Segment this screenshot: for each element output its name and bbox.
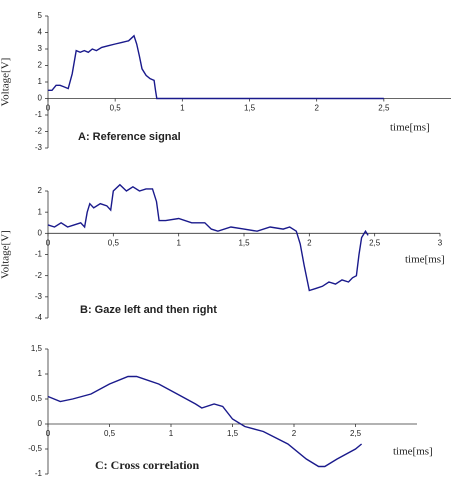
y-tick-label: 3 xyxy=(38,44,43,53)
x-tick-label: 2 xyxy=(307,238,312,247)
y-tick-label: 4 xyxy=(38,28,43,37)
signal-line xyxy=(47,375,363,468)
y-tick-label: -1 xyxy=(35,250,43,259)
x-tick-label: 1,5 xyxy=(227,429,239,438)
x-tick-label: 0 xyxy=(46,238,51,247)
y-tick-label: 0 xyxy=(38,94,43,103)
signal-line xyxy=(48,34,384,100)
x-tick-label: 0,5 xyxy=(104,429,116,438)
y-axis-label: Voltage[V] xyxy=(0,58,12,107)
y-tick-label: 5 xyxy=(38,11,43,20)
y-tick-label: 2 xyxy=(38,186,43,195)
y-tick-label: 0,5 xyxy=(31,394,43,403)
y-tick-label: 0 xyxy=(38,228,43,237)
x-tick-label: 1 xyxy=(180,104,185,113)
x-tick-label: 2 xyxy=(292,429,297,438)
x-tick-label: 1,5 xyxy=(238,238,250,247)
x-tick-label: 0 xyxy=(46,429,51,438)
x-tick-label: 2,5 xyxy=(378,104,390,113)
y-tick-label: -2 xyxy=(35,271,43,280)
y-tick-label: -4 xyxy=(35,313,43,322)
panel-title: A: Reference signal xyxy=(78,131,181,143)
x-tick-label: 1,5 xyxy=(244,104,256,113)
y-tick-label: 0 xyxy=(38,419,43,428)
y-tick-label: -3 xyxy=(35,292,43,301)
x-axis-label: time[ms] xyxy=(393,446,433,458)
x-tick-label: 0 xyxy=(46,104,51,113)
x-tick-label: 0,5 xyxy=(108,238,120,247)
y-tick-label: -3 xyxy=(35,143,43,152)
x-axis-label: time[ms] xyxy=(390,122,430,134)
y-tick-label: 2 xyxy=(38,61,43,70)
x-tick-label: 1 xyxy=(176,238,181,247)
x-axis-label: time[ms] xyxy=(405,254,445,266)
x-tick-label: 0,5 xyxy=(110,104,122,113)
x-tick-label: 2,5 xyxy=(350,429,362,438)
y-tick-label: 1 xyxy=(38,369,43,378)
y-axis-label: Voltage[V] xyxy=(0,230,12,279)
y-tick-label: 1,5 xyxy=(31,344,43,353)
panel-title: C: Cross correlation xyxy=(95,458,200,472)
x-tick-label: 2,5 xyxy=(369,238,381,247)
y-tick-label: -0,5 xyxy=(28,444,42,453)
x-tick-label: 3 xyxy=(438,238,443,247)
x-tick-label: 2 xyxy=(314,104,319,113)
y-tick-label: -1 xyxy=(35,469,43,478)
y-tick-label: -1 xyxy=(35,110,43,119)
signal-line xyxy=(47,183,369,292)
y-tick-label: 1 xyxy=(38,207,43,216)
y-tick-label: -2 xyxy=(35,127,43,136)
panel-title: B: Gaze left and then right xyxy=(80,304,217,316)
x-tick-label: 1 xyxy=(169,429,174,438)
y-tick-label: 1 xyxy=(38,77,43,86)
